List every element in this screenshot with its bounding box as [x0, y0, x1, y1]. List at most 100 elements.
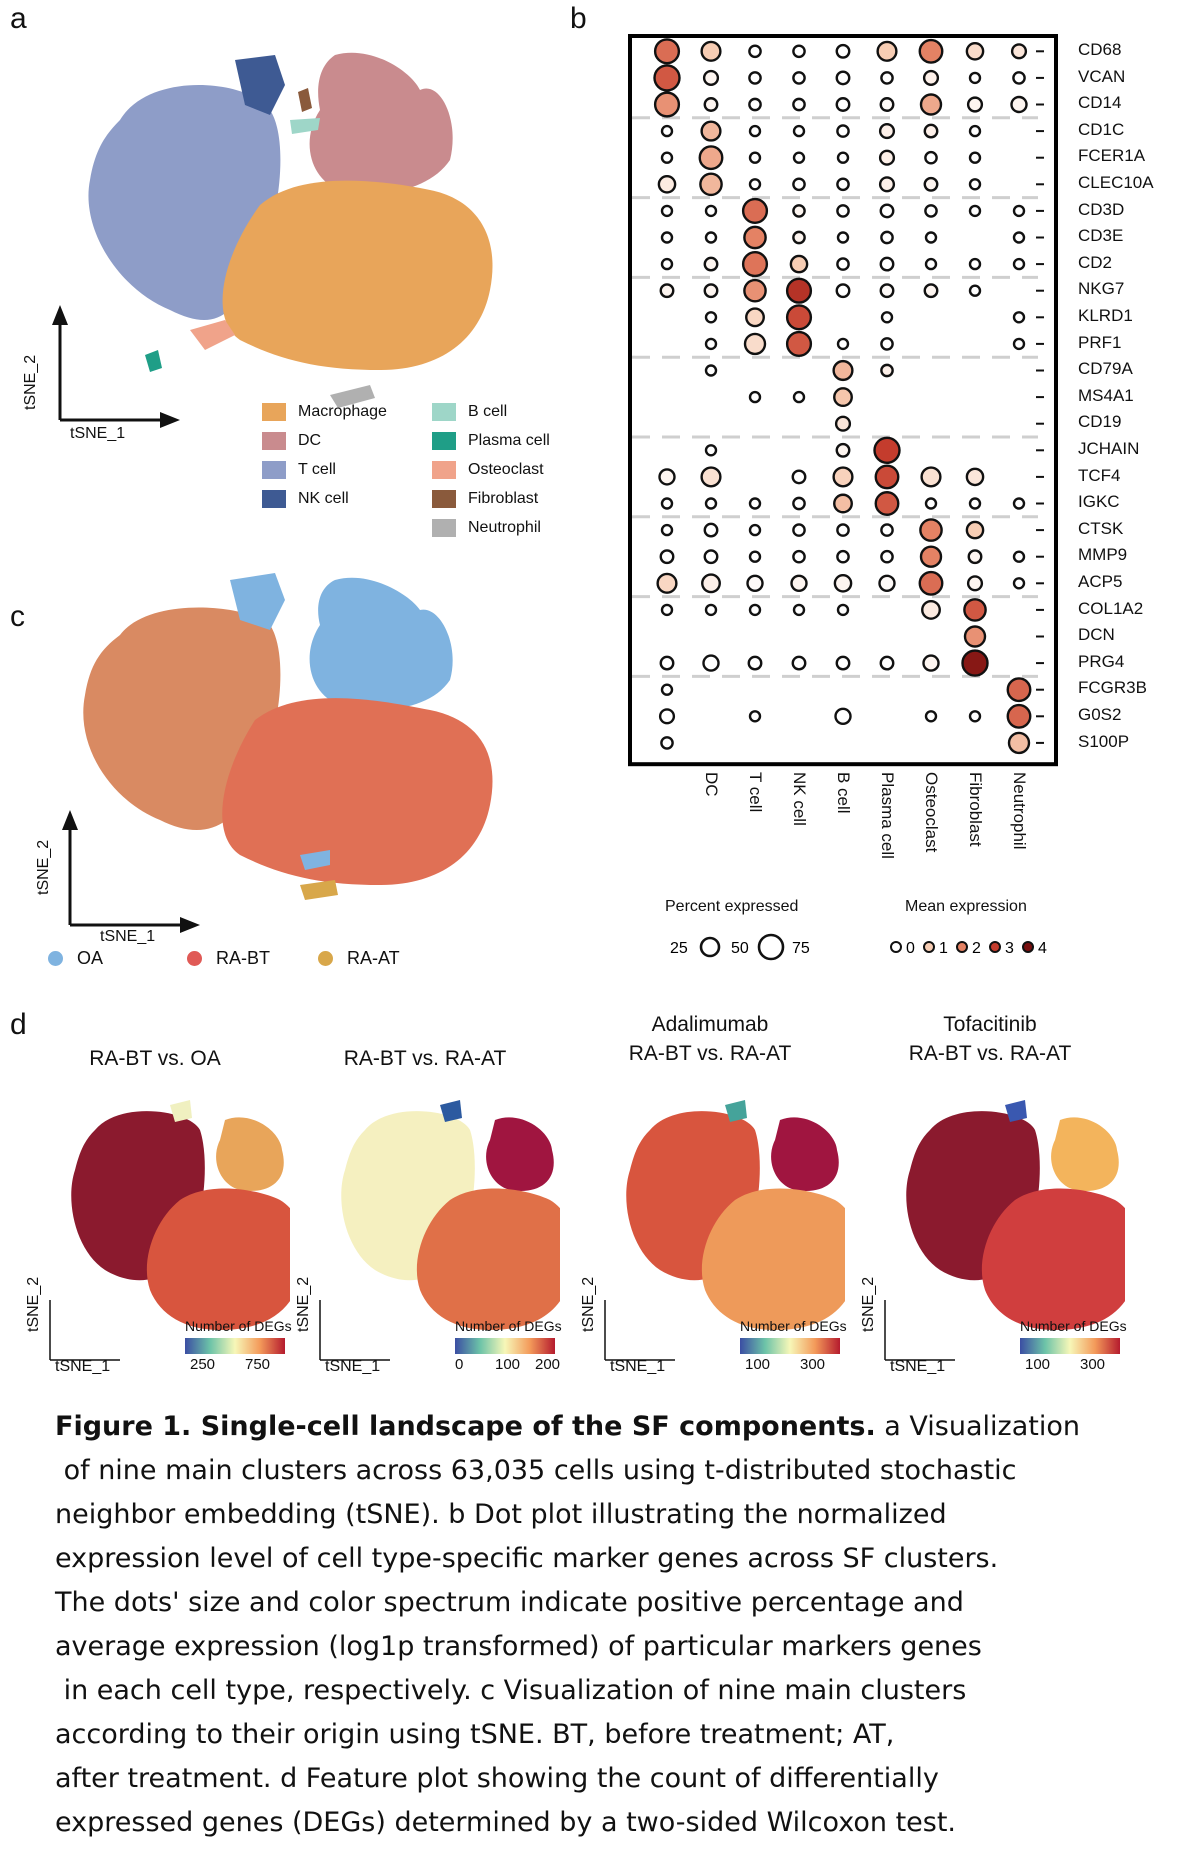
cluster-legend-item: T cell	[262, 461, 336, 479]
plot-title-line2: RA-BT vs. RA-AT	[343, 1047, 507, 1070]
dot	[653, 38, 681, 65]
dot	[792, 603, 806, 617]
caption-line: expressed genes (DEGs) determined by a t…	[55, 1807, 957, 1838]
colorbar	[740, 1338, 840, 1354]
origin-label: RA-AT	[347, 948, 400, 968]
gene-label: CTSK	[1078, 518, 1124, 538]
gene-label: TCF4	[1078, 465, 1121, 485]
color-legend-value: 0	[906, 940, 915, 957]
dot	[919, 518, 943, 542]
dot	[743, 332, 767, 356]
dot	[748, 523, 762, 537]
dot	[1006, 677, 1032, 703]
size-legend-value: 75	[792, 940, 810, 957]
gene-label: CLEC10A	[1078, 173, 1154, 192]
dot	[968, 284, 982, 297]
dot	[703, 256, 719, 272]
legend-swatch	[262, 461, 286, 479]
size-legend-dot	[757, 933, 785, 961]
dot	[743, 225, 767, 250]
dot	[968, 71, 982, 85]
dot	[880, 549, 894, 564]
macrophage-region	[146, 1188, 290, 1330]
dot	[878, 176, 896, 193]
dot	[836, 124, 850, 138]
dc-region	[216, 1117, 284, 1191]
dot	[660, 736, 674, 750]
color-legend-value: 3	[1005, 940, 1014, 957]
dot	[1012, 497, 1026, 510]
dot	[1012, 337, 1026, 351]
dot	[1012, 71, 1026, 85]
dot	[924, 257, 938, 271]
legend-swatch	[432, 461, 456, 479]
gene-label: NKG7	[1078, 279, 1125, 299]
dot	[835, 442, 851, 458]
caption-rest: of nine main clusters across 63,035 cell…	[55, 1449, 1155, 1845]
dot	[741, 251, 769, 278]
dot	[1012, 311, 1026, 324]
dc-region	[486, 1117, 554, 1191]
gene-label: S100P	[1078, 731, 1130, 751]
cluster-macrophage	[222, 180, 493, 370]
tsne1-label: tSNE_1	[610, 1358, 666, 1375]
plot-title-line2: RA-BT vs. RA-AT	[628, 1042, 792, 1065]
tsne1-label-c: tSNE_1	[100, 928, 156, 945]
y-arrowhead-c	[62, 810, 78, 830]
dot	[704, 337, 718, 351]
colorbar-tick: 250	[190, 1356, 216, 1373]
dot	[832, 466, 854, 488]
cluster-dc	[309, 52, 453, 194]
macrophage-region	[981, 1188, 1125, 1330]
dot	[748, 390, 762, 404]
dot	[658, 708, 676, 725]
dot	[833, 573, 853, 593]
cluster-legend-item: Osteoclast	[432, 461, 544, 479]
dot	[924, 231, 938, 244]
dot	[698, 145, 724, 171]
plot-title-line1: Tofacitinib	[943, 1013, 1037, 1036]
dot	[792, 97, 806, 112]
dot	[748, 497, 762, 510]
dot	[703, 283, 719, 299]
dot	[835, 70, 851, 86]
gene-label: FCER1A	[1078, 146, 1146, 166]
dot	[792, 151, 806, 164]
origin-legend-item: RA-BT	[187, 948, 270, 969]
colorbar-tick: 0	[455, 1356, 464, 1373]
dot	[745, 307, 765, 328]
origin-legend-item: OA	[48, 948, 103, 969]
dot	[965, 41, 985, 61]
legend-label: Neutrophil	[468, 519, 541, 536]
size-legend-dot	[699, 936, 721, 958]
origin-dot	[187, 951, 202, 966]
dot	[1012, 550, 1026, 563]
gene-label: FCGR3B	[1078, 678, 1147, 698]
dot	[700, 40, 722, 62]
dot	[833, 493, 853, 514]
tsne2-label: tSNE_2	[860, 1276, 877, 1332]
feature-plot	[884, 1100, 1125, 1361]
dot	[748, 124, 762, 138]
gene-label: ACP5	[1078, 572, 1123, 591]
legend-swatch	[262, 432, 286, 450]
dot	[963, 625, 987, 648]
colorbar-tick: 300	[1080, 1356, 1106, 1373]
dot	[919, 93, 943, 116]
dot	[791, 655, 807, 671]
dot	[792, 124, 806, 138]
dotplot-frame	[628, 34, 1058, 767]
celltype-label: B cell	[834, 772, 853, 814]
color-legend-value: 2	[972, 940, 981, 957]
tsne2-label: tSNE_2	[580, 1276, 597, 1332]
tsne2-label: tSNE_2	[295, 1276, 312, 1332]
dot-plot	[628, 34, 1058, 767]
colorbar	[185, 1338, 285, 1354]
origin-legend-item: RA-AT	[318, 948, 400, 969]
dot	[918, 38, 944, 64]
dot	[702, 654, 720, 672]
celltype-label: Osteoclast	[922, 772, 941, 853]
gene-label: CD3E	[1078, 226, 1124, 246]
dot	[699, 172, 723, 197]
colorbar-tick: 100	[495, 1356, 521, 1373]
